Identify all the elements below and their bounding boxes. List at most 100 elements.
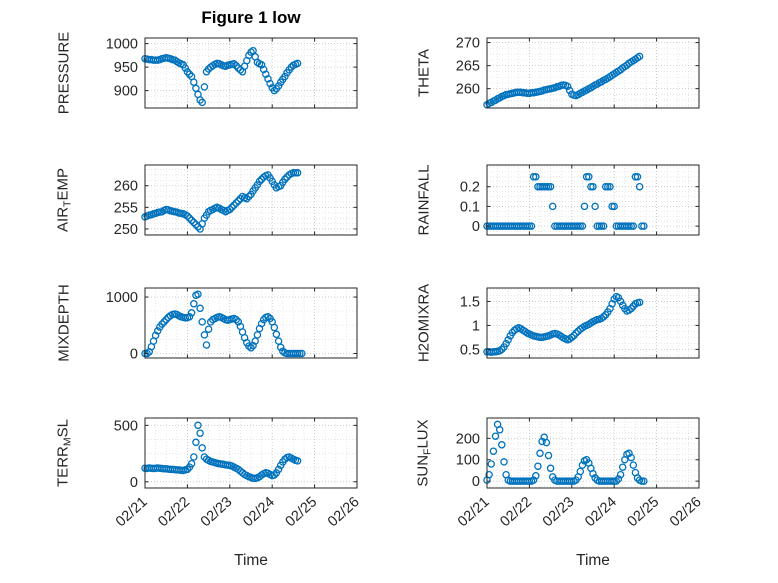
svg-text:02/24: 02/24 xyxy=(240,494,278,530)
y-tick-labels: 900 950 1000 xyxy=(106,37,138,100)
svg-text:0: 0 xyxy=(130,475,138,491)
x-tick-labels: 02/21 02/22 02/23 02/24 02/25 02/26 xyxy=(113,494,363,530)
axes-pressure: 900 950 1000 xyxy=(106,37,358,109)
ylabel-sun-flux: SUNFLUX xyxy=(414,419,434,487)
subplot-theta: 260 265 270 xyxy=(437,33,707,118)
tick-marks xyxy=(144,288,358,358)
figure-title: Figure 1 low xyxy=(201,8,301,27)
major-grid xyxy=(145,165,357,235)
svg-text:02/21: 02/21 xyxy=(455,494,493,530)
minor-grid xyxy=(145,288,357,358)
y-tick-labels: 250 255 260 xyxy=(114,179,138,238)
svg-text:500: 500 xyxy=(114,418,138,434)
ylabel-air-temp: AIRTEMP xyxy=(54,168,74,232)
y-tick-labels: 0 500 xyxy=(114,418,138,490)
xlabel-time-right: Time xyxy=(576,552,610,569)
scatter-series-terr-msl xyxy=(141,421,302,483)
axes-box xyxy=(144,417,358,489)
y-tick-labels: 0 0.1 0.2 xyxy=(460,180,480,235)
y-tick-labels: 0.5 1 1.5 xyxy=(460,294,480,358)
y-tick-labels: 0 1000 xyxy=(106,290,138,362)
axes-terr-msl: 0 500 02/21 02/22 02/23 02/24 02/25 02/26 xyxy=(113,417,363,530)
x-tick-labels: 02/21 02/22 02/23 02/24 02/25 02/26 xyxy=(455,494,705,530)
major-grid xyxy=(487,418,699,488)
subplot-rainfall: 0 0.1 0.2 xyxy=(437,160,707,245)
svg-text:0: 0 xyxy=(130,346,138,362)
svg-text:270: 270 xyxy=(456,36,480,52)
svg-text:0.2: 0.2 xyxy=(460,180,480,196)
axes-box xyxy=(144,287,358,359)
subplot-mixdepth: 0 1000 xyxy=(95,283,365,368)
svg-text:950: 950 xyxy=(114,60,138,76)
axes-air-temp: 250 255 260 xyxy=(114,164,358,238)
minor-grid xyxy=(487,165,699,235)
svg-text:255: 255 xyxy=(114,200,138,216)
axes-box xyxy=(486,417,700,489)
svg-text:1.5: 1.5 xyxy=(460,294,480,310)
axes-box xyxy=(486,37,700,109)
svg-text:1: 1 xyxy=(472,318,480,334)
tick-marks xyxy=(486,165,700,235)
major-grid xyxy=(145,418,357,488)
minor-grid xyxy=(145,418,357,488)
svg-text:200: 200 xyxy=(456,431,480,447)
minor-grid xyxy=(487,38,699,108)
axes-box xyxy=(486,164,700,236)
svg-text:250: 250 xyxy=(114,222,138,238)
svg-text:02/22: 02/22 xyxy=(497,494,535,530)
svg-text:265: 265 xyxy=(456,59,480,75)
ylabel-pressure: PRESSURE xyxy=(55,31,73,115)
svg-text:0: 0 xyxy=(472,219,480,235)
scatter-series-theta xyxy=(483,52,644,109)
svg-text:1000: 1000 xyxy=(106,37,138,53)
ylabel-rainfall: RAINFALL xyxy=(415,164,433,236)
subplot-pressure: 900 950 1000 xyxy=(95,33,365,118)
svg-text:0.5: 0.5 xyxy=(460,342,480,358)
minor-grid xyxy=(487,288,699,358)
svg-text:260: 260 xyxy=(456,82,480,98)
scatter-series-air-temp xyxy=(141,169,302,233)
ylabel-subscript: M xyxy=(61,437,74,447)
xlabel-time-left: Time xyxy=(234,552,268,569)
scatter-series-sun-flux xyxy=(483,420,648,485)
svg-text:0: 0 xyxy=(472,474,480,490)
svg-text:02/25: 02/25 xyxy=(625,494,663,530)
svg-text:02/22: 02/22 xyxy=(155,494,193,530)
scatter-series-h2omixra xyxy=(483,292,644,356)
tick-marks xyxy=(486,38,700,108)
svg-text:02/24: 02/24 xyxy=(582,494,620,530)
svg-text:02/26: 02/26 xyxy=(325,494,363,530)
scatter-series-pressure xyxy=(141,46,302,107)
tick-marks xyxy=(144,418,358,488)
ylabel-subscript: F xyxy=(421,448,434,455)
svg-text:02/23: 02/23 xyxy=(540,494,578,530)
scatter-series-rainfall xyxy=(483,173,648,230)
ylabel-theta: THETA xyxy=(415,48,433,98)
axes-mixdepth: 0 1000 xyxy=(106,287,358,362)
subplot-terr-msl: 0 500 02/21 02/22 02/23 02/24 02/25 02/26 xyxy=(95,413,365,553)
major-grid xyxy=(145,288,357,358)
ylabel-mixdepth: MIXDEPTH xyxy=(55,284,73,362)
svg-text:1000: 1000 xyxy=(106,290,138,306)
tick-marks xyxy=(486,288,700,358)
axes-sun-flux: 0 100 200 02/21 02/22 02/23 02/24 02/25 02/26 xyxy=(455,417,705,530)
tick-marks xyxy=(144,38,358,108)
svg-text:02/25: 02/25 xyxy=(283,494,321,530)
axes-theta: 260 265 270 xyxy=(456,36,700,109)
tick-marks xyxy=(144,165,358,235)
ylabel-terr-msl: TERRMSL xyxy=(54,419,74,487)
subplot-sun-flux: 0 100 200 02/21 02/22 02/23 02/24 02/25 02/26 xyxy=(437,413,707,553)
subplot-h2omixra: 0.5 1 1.5 xyxy=(437,283,707,368)
svg-text:900: 900 xyxy=(114,84,138,100)
axes-box xyxy=(144,164,358,236)
axes-box xyxy=(486,287,700,359)
axes-box xyxy=(144,37,358,109)
svg-text:02/23: 02/23 xyxy=(198,494,236,530)
svg-text:100: 100 xyxy=(456,453,480,469)
major-grid xyxy=(145,38,357,108)
ylabel-subscript: T xyxy=(61,200,74,207)
axes-h2omixra: 0.5 1 1.5 xyxy=(460,287,700,359)
axes-rainfall: 0 0.1 0.2 xyxy=(460,164,700,236)
ylabel-h2omixra: H2OMIXRA xyxy=(415,283,433,363)
subplot-air-temp: 250 255 260 xyxy=(95,160,365,245)
